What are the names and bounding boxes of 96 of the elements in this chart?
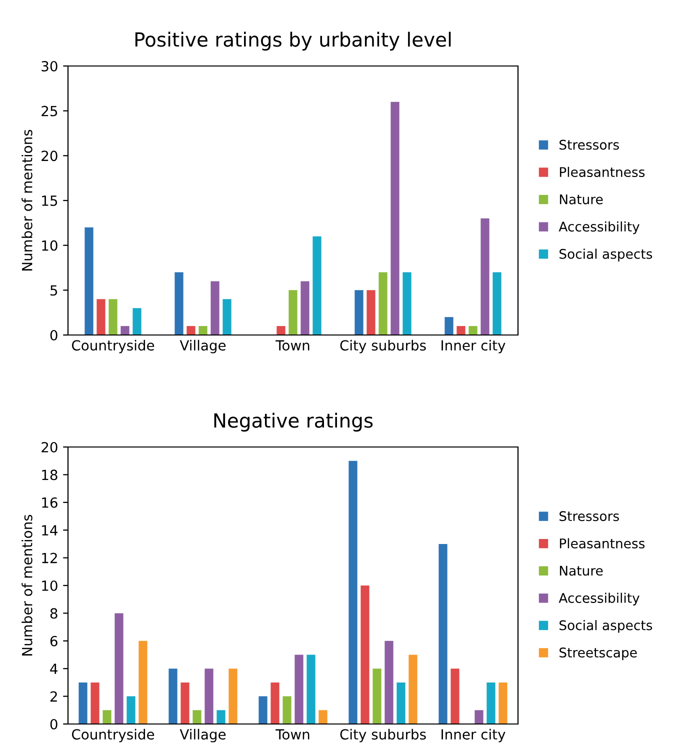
bar	[192, 710, 202, 724]
x-tick-label: Countryside	[72, 728, 154, 742]
bar	[372, 668, 382, 724]
bar	[204, 668, 214, 724]
legend-label: Pleasantness	[560, 538, 645, 548]
bar	[312, 236, 322, 335]
y-tick-label: 2	[50, 691, 57, 702]
chart-title: Negative ratings	[214, 412, 373, 432]
bar	[318, 710, 328, 724]
bar	[180, 682, 190, 724]
x-tick-label: City suburbs	[340, 728, 426, 742]
bar	[270, 682, 280, 724]
bar	[294, 654, 304, 724]
legend-label: Stressors	[560, 140, 619, 150]
y-tick-label: 6	[50, 636, 58, 646]
bar	[174, 272, 184, 335]
y-tick-label: 18	[42, 470, 58, 480]
bar	[348, 460, 358, 724]
bar	[288, 290, 298, 335]
y-axis-title: Number of mentions	[22, 130, 32, 270]
legend-label: Stressors	[560, 511, 619, 522]
bar	[126, 696, 136, 724]
bar	[186, 326, 196, 335]
bar	[210, 281, 220, 335]
y-tick-label: 20	[42, 442, 58, 452]
legend-label: Nature	[560, 566, 603, 576]
legend-label: Pleasantness	[560, 166, 645, 178]
legend-label: Accessibility	[558, 592, 640, 606]
y-tick-label: 30	[42, 60, 58, 72]
y-tick-label: 10	[42, 240, 58, 251]
bar	[282, 696, 292, 724]
bar	[378, 272, 388, 335]
bar	[474, 710, 484, 724]
bar	[492, 272, 502, 335]
bar	[108, 299, 118, 335]
bar	[450, 668, 460, 724]
x-tick-label: Village	[180, 340, 226, 354]
legend-label: Nature	[560, 194, 603, 204]
x-tick-label: City suburbs	[340, 340, 426, 354]
y-tick-label: 16	[42, 497, 58, 508]
bar	[198, 326, 208, 335]
bar	[222, 299, 232, 335]
bar	[366, 290, 376, 335]
y-tick-label: 0	[50, 330, 58, 340]
bar	[276, 326, 286, 335]
bar	[168, 668, 178, 724]
bar	[396, 682, 406, 724]
y-tick-label: 15	[42, 196, 58, 206]
y-tick-label: 25	[42, 106, 58, 116]
legend-label: Social aspects	[560, 620, 652, 633]
bar	[438, 544, 448, 724]
bar	[84, 227, 94, 335]
y-tick-label: 20	[42, 150, 58, 162]
y-tick-label: 4	[50, 664, 58, 674]
bar	[402, 272, 412, 335]
x-tick-label: Countryside	[72, 340, 154, 354]
chart-title: Positive ratings by urbanity level	[135, 32, 451, 51]
x-tick-label: Inner city	[442, 340, 506, 354]
legend-label: Social aspects	[560, 248, 652, 262]
bar	[114, 613, 124, 724]
bar	[498, 682, 508, 724]
y-tick-label: 8	[50, 608, 58, 619]
bar	[444, 317, 454, 335]
bar	[90, 682, 100, 724]
bar	[384, 640, 394, 724]
x-tick-label: Town	[276, 340, 310, 351]
bar	[390, 102, 400, 335]
bar	[480, 218, 490, 335]
bar	[408, 654, 418, 724]
legend-label: Accessibility	[558, 221, 640, 234]
y-tick-label: 0	[50, 718, 58, 730]
y-axis-title: Number of mentions	[22, 514, 32, 656]
bar	[216, 710, 226, 724]
bar	[354, 290, 364, 335]
bar	[258, 696, 268, 724]
bar	[120, 326, 130, 335]
bar	[138, 640, 148, 724]
y-tick-label: 12	[42, 552, 57, 564]
bar	[360, 586, 370, 724]
bar	[306, 654, 316, 724]
x-tick-label: Town	[276, 729, 310, 740]
bar	[456, 326, 466, 335]
bar	[78, 682, 88, 724]
bar	[300, 281, 310, 335]
y-tick-label: 10	[42, 580, 58, 591]
bar	[486, 682, 496, 724]
x-tick-label: Village	[180, 728, 226, 742]
bar	[102, 710, 112, 724]
x-tick-label: Inner city	[442, 728, 506, 742]
bar	[228, 668, 238, 724]
bar	[132, 308, 142, 335]
legend-label: Streetscape	[560, 648, 637, 660]
y-tick-label: 5	[50, 285, 58, 296]
y-tick-label: 14	[42, 525, 58, 536]
bar	[468, 326, 478, 335]
bar	[96, 299, 106, 335]
